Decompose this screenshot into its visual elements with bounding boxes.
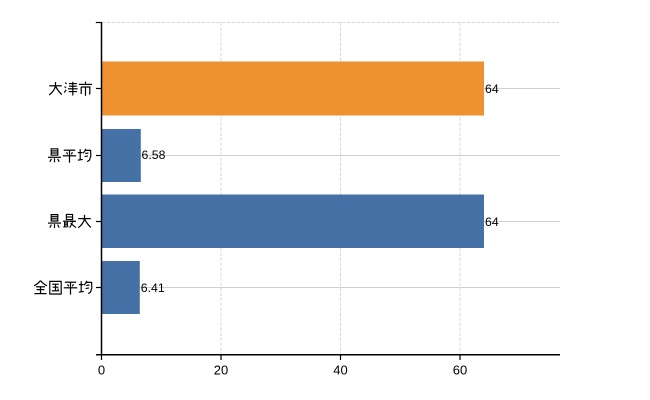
- svg-text:6.58: 6.58: [142, 148, 166, 162]
- svg-text:64: 64: [485, 82, 499, 96]
- svg-text:40: 40: [333, 363, 347, 378]
- svg-text:64: 64: [485, 215, 499, 229]
- svg-text:6.41: 6.41: [141, 281, 165, 295]
- svg-text:60: 60: [453, 363, 467, 378]
- svg-text:0: 0: [98, 363, 105, 378]
- svg-text:20: 20: [214, 363, 228, 378]
